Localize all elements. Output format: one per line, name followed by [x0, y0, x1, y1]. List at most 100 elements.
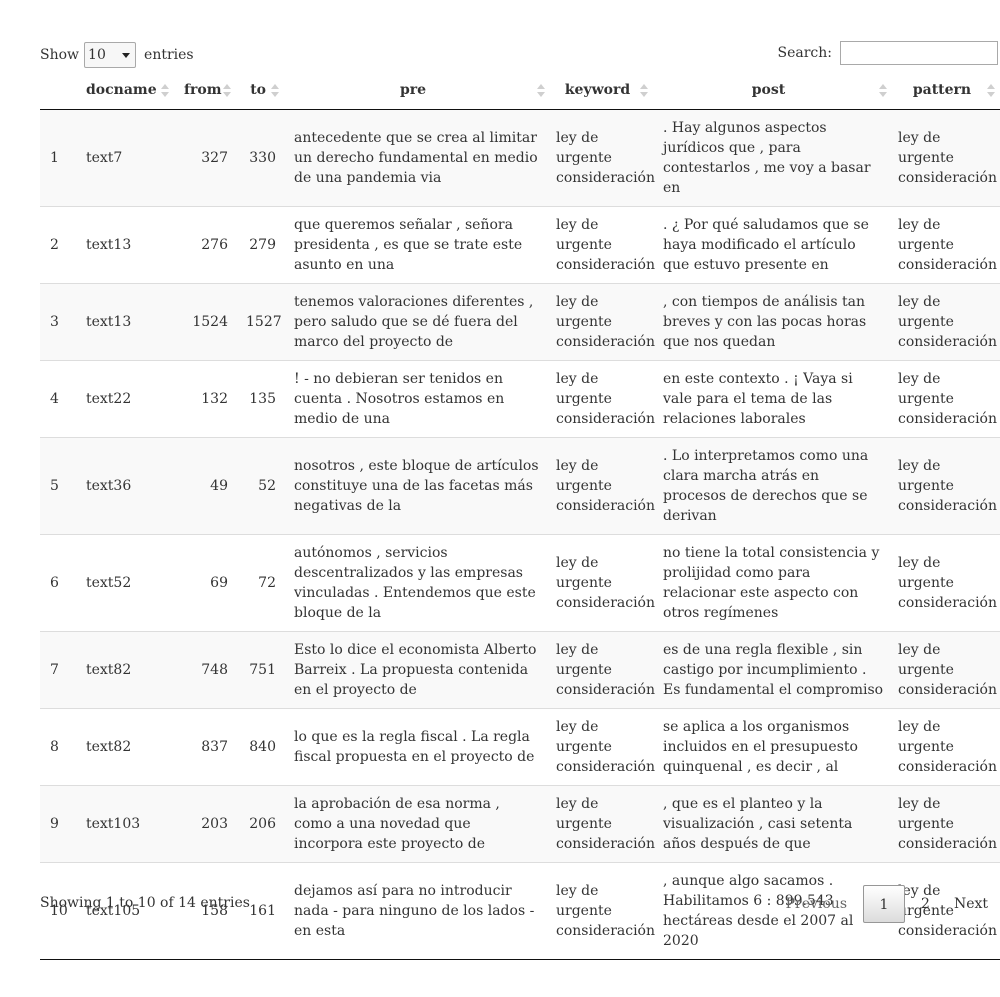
cell-from: 132: [174, 359, 236, 437]
cell-docname: text82: [76, 707, 174, 785]
column-header-docname[interactable]: docname: [76, 72, 174, 110]
cell-from: 1524: [174, 282, 236, 360]
cell-index: 1: [40, 109, 76, 206]
cell-keyword: ley de urgente consideración: [550, 630, 655, 708]
cell-to: 135: [236, 359, 284, 437]
column-header-label: to: [250, 82, 266, 99]
column-header-pre[interactable]: pre: [284, 72, 550, 110]
cell-post: no tiene la total consistencia y proliji…: [653, 533, 892, 631]
column-header-label: docname: [86, 82, 157, 99]
cell-index: 2: [40, 205, 76, 283]
cell-pattern: ley de urgente consideración: [892, 707, 1000, 785]
cell-pattern: ley de urgente consideración: [892, 533, 1000, 631]
cell-pattern: ley de urgente consideración: [892, 861, 1000, 960]
table-row: 7 text82 748 751 Esto lo dice el economista …: [40, 630, 1000, 708]
cell-pre: que queremos señalar , señora presidenta…: [284, 205, 550, 283]
cell-keyword: ley de urgente consideración: [550, 784, 655, 862]
cell-from: 69: [174, 533, 236, 631]
cell-pre: autónomos , servicios descentralizados y…: [284, 533, 550, 631]
cell-keyword: ley de urgente consideración: [550, 282, 655, 360]
cell-pre: Esto lo dice el economista Alberto Barre…: [284, 630, 550, 708]
sort-icon: [640, 84, 648, 98]
sort-icon: [271, 84, 279, 98]
column-header-to[interactable]: to: [236, 72, 284, 110]
cell-to: 72: [236, 533, 284, 631]
cell-docname: text36: [76, 436, 174, 534]
search-control: Search:: [778, 41, 998, 65]
column-header-label: post: [751, 82, 786, 99]
cell-to: 279: [236, 205, 284, 283]
cell-pre: dejamos así para no introducir nada - pa…: [284, 861, 550, 960]
sort-icon: [879, 84, 887, 98]
cell-index: 4: [40, 359, 76, 437]
column-header-pattern[interactable]: pattern: [892, 72, 1000, 110]
cell-from: 276: [174, 205, 236, 283]
cell-index: 6: [40, 533, 76, 631]
table-row: 1 text7 327 330 antecedente que se crea al l…: [40, 109, 1000, 206]
previous-button[interactable]: Previous: [785, 896, 848, 912]
table-row: 4 text22 132 135! - no debieran ser tenidos…: [40, 359, 1000, 437]
next-button[interactable]: Next: [953, 896, 988, 912]
cell-keyword: ley de urgente consideración: [550, 359, 655, 437]
cell-index: 7: [40, 630, 76, 708]
table-info: Showing 1 to 10 of 14 entries: [40, 895, 250, 911]
cell-post: es de una regla flexible , sin castigo p…: [653, 630, 892, 708]
cell-docname: text22: [76, 359, 174, 437]
cell-index: 5: [40, 436, 76, 534]
entries-label: entries: [144, 47, 194, 63]
cell-post: . ¿ Por qué saludamos que se haya modifi…: [653, 205, 892, 283]
cell-pattern: ley de urgente consideración: [892, 630, 1000, 708]
cell-pre: tenemos valoraciones diferentes , pero s…: [284, 282, 550, 360]
cell-index: 10: [40, 861, 76, 960]
page-button-2[interactable]: 2: [921, 896, 930, 912]
sort-icon: [223, 84, 231, 98]
cell-docname: text13: [76, 205, 174, 283]
column-header-keyword[interactable]: keyword: [550, 72, 653, 110]
cell-pre: nosotros , este bloque de artículos cons…: [284, 436, 550, 534]
results-table: docname from to pre keyword post pattern…: [40, 72, 1000, 960]
cell-from: 203: [174, 784, 236, 862]
cell-pattern: ley de urgente consideración: [892, 436, 1000, 534]
table-row: 9 text103 203 206 la aprobación de esa norma…: [40, 784, 1000, 862]
cell-pre: la aprobación de esa norma , como a una …: [284, 784, 550, 862]
pagination: Previous 1 2 Next: [774, 885, 1000, 923]
cell-pattern: ley de urgente consideración: [892, 205, 1000, 283]
sort-icon: [161, 84, 169, 98]
cell-post: , aunque algo sacamos . Habilitamos 6 : …: [653, 861, 892, 960]
cell-post: en este contexto . ¡ Vaya si vale para e…: [653, 359, 892, 437]
cell-post: . Lo interpretamos como una clara marcha…: [653, 436, 892, 534]
show-label: Show: [40, 47, 80, 63]
column-header-from[interactable]: from: [174, 72, 236, 110]
cell-pattern: ley de urgente consideración: [892, 282, 1000, 360]
search-input[interactable]: [840, 41, 998, 65]
column-header-label: pre: [399, 82, 427, 99]
cell-to: 840: [236, 707, 284, 785]
cell-keyword: ley de urgente consideración: [550, 205, 655, 283]
column-header-label: from: [184, 82, 222, 99]
table-row: 8 text82 837 840 lo que es la regla fiscal .…: [40, 707, 1000, 785]
cell-post: , con tiempos de análisis tan breves y c…: [653, 282, 892, 360]
cell-keyword: ley de urgente consideración: [550, 109, 655, 206]
cell-to: 330: [236, 109, 284, 206]
sort-icon: [987, 84, 995, 98]
cell-docname: text103: [76, 784, 174, 862]
cell-pre: ! - no debieran ser tenidos en cuenta . …: [284, 359, 550, 437]
cell-from: 49: [174, 436, 236, 534]
page-button-1[interactable]: 1: [863, 885, 906, 923]
cell-docname: text7: [76, 109, 174, 206]
table-row: 10 text105 158 161 dejamos así para no intro…: [40, 861, 1000, 960]
column-header-index: [40, 72, 76, 110]
entries-per-page-select[interactable]: 10: [84, 42, 137, 68]
cell-post: . Hay algunos aspectos jurídicos que , p…: [653, 109, 892, 206]
cell-to: 52: [236, 436, 284, 534]
cell-from: 748: [174, 630, 236, 708]
column-header-label: keyword: [564, 82, 631, 99]
table-row: 6 text52 69 72 autónomos , servicios descent…: [40, 533, 1000, 631]
cell-pattern: ley de urgente consideración: [892, 359, 1000, 437]
cell-to: 206: [236, 784, 284, 862]
cell-keyword: ley de urgente consideración: [550, 707, 655, 785]
cell-docname: text105: [76, 861, 174, 960]
column-header-post[interactable]: post: [653, 72, 892, 110]
cell-from: 158: [174, 861, 236, 960]
cell-keyword: ley de urgente consideración: [550, 436, 655, 534]
